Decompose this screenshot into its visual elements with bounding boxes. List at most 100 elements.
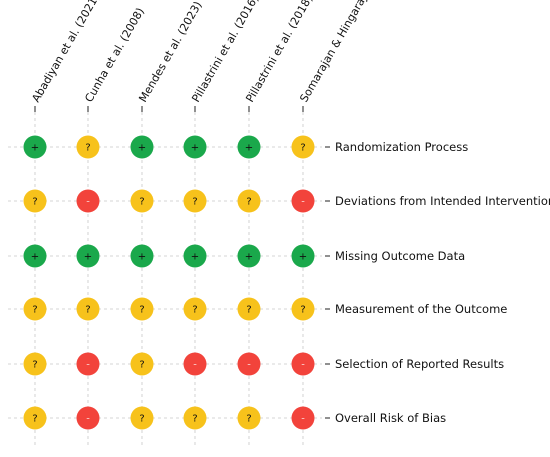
judgement-symbol: ? — [85, 143, 90, 154]
judgement-symbol: ? — [246, 197, 251, 208]
judgement-circle — [291, 135, 315, 159]
judgement-symbol: ? — [32, 414, 37, 425]
judgement-cell: + — [237, 244, 261, 268]
judgement-symbol: - — [86, 197, 90, 208]
judgement-circle — [183, 297, 207, 321]
domain-label: Randomization Process — [335, 140, 468, 154]
judgement-circle — [130, 297, 154, 321]
judgement-symbol: ? — [246, 414, 251, 425]
judgement-symbol: ? — [32, 197, 37, 208]
judgement-cell: + — [183, 135, 207, 159]
domain-label: Measurement of the Outcome — [335, 302, 507, 316]
judgement-circle — [130, 135, 154, 159]
judgement-circle — [23, 189, 47, 213]
judgement-symbol: - — [86, 360, 90, 371]
judgement-cell: ? — [183, 297, 207, 321]
judgement-cell: - — [183, 352, 207, 376]
domain-label: Overall Risk of Bias — [335, 411, 446, 425]
judgement-circle — [130, 352, 154, 376]
judgement-circle — [291, 352, 315, 376]
judgement-circle — [237, 297, 261, 321]
judgement-cell: ? — [130, 297, 154, 321]
judgement-circle — [183, 352, 207, 376]
judgement-symbol: - — [193, 360, 197, 371]
judgement-circle — [76, 135, 100, 159]
judgement-cell: ? — [130, 352, 154, 376]
judgement-cell: ? — [183, 406, 207, 430]
judgement-circle — [23, 244, 47, 268]
judgement-circle — [23, 297, 47, 321]
domain-label: Missing Outcome Data — [335, 249, 465, 263]
judgement-symbol: ? — [300, 143, 305, 154]
judgement-symbol: - — [301, 414, 305, 425]
judgement-circle — [76, 244, 100, 268]
judgement-circle — [130, 244, 154, 268]
judgement-cell: ? — [76, 297, 100, 321]
judgement-cell: ? — [291, 297, 315, 321]
judgement-symbol: - — [86, 414, 90, 425]
judgement-circle — [237, 189, 261, 213]
domain-label: Selection of Reported Results — [335, 357, 504, 371]
judgement-cell: + — [130, 135, 154, 159]
judgement-cell: ? — [237, 297, 261, 321]
grid-lines — [8, 112, 322, 448]
judgement-symbol: + — [31, 143, 39, 154]
judgement-symbol: ? — [139, 414, 144, 425]
judgement-circle — [183, 244, 207, 268]
judgement-symbol: + — [138, 252, 146, 263]
judgement-cell: - — [291, 352, 315, 376]
judgement-cell: ? — [23, 406, 47, 430]
judgement-symbol: - — [247, 360, 251, 371]
judgement-cell: + — [76, 244, 100, 268]
judgement-cell: - — [291, 189, 315, 213]
judgement-symbol: ? — [192, 197, 197, 208]
judgement-cell: ? — [237, 189, 261, 213]
judgement-circle — [23, 406, 47, 430]
judgement-cell: ? — [183, 189, 207, 213]
judgement-cell: + — [23, 135, 47, 159]
judgement-symbol: ? — [192, 414, 197, 425]
judgement-symbol: + — [191, 252, 199, 263]
judgement-cell: ? — [130, 189, 154, 213]
judgement-circle — [291, 189, 315, 213]
judgement-cell: + — [291, 244, 315, 268]
judgement-symbol: ? — [139, 305, 144, 316]
judgement-circle — [237, 244, 261, 268]
domain-labels: Randomization Process Deviations from Int… — [335, 140, 550, 425]
judgement-symbol: - — [301, 197, 305, 208]
judgement-circle — [237, 406, 261, 430]
judgement-cell: + — [183, 244, 207, 268]
judgement-cell: ? — [291, 135, 315, 159]
judgement-cell: ? — [23, 352, 47, 376]
domain-label: Deviations from Intended Interventions — [335, 194, 550, 208]
judgement-cell: - — [291, 406, 315, 430]
judgement-cell: - — [76, 406, 100, 430]
judgement-symbol: + — [299, 252, 307, 263]
judgement-cell: ? — [76, 135, 100, 159]
judgement-cell: - — [76, 352, 100, 376]
judgement-symbol: + — [138, 143, 146, 154]
study-label: Cunha et al. (2008) — [82, 6, 147, 105]
judgement-circle — [130, 189, 154, 213]
judgement-symbol: ? — [246, 305, 251, 316]
judgement-symbol: ? — [32, 360, 37, 371]
judgement-cell: ? — [130, 406, 154, 430]
judgement-circle — [237, 352, 261, 376]
judgement-circle — [76, 406, 100, 430]
judgement-circle — [183, 189, 207, 213]
judgement-cell: + — [237, 135, 261, 159]
judgement-cell: ? — [23, 189, 47, 213]
study-label: Somarajan & Hingarajia (2021) — [297, 0, 394, 105]
judgement-symbol: ? — [85, 305, 90, 316]
judgement-cell: - — [76, 189, 100, 213]
judgement-cell: ? — [23, 297, 47, 321]
judgement-cell: - — [237, 352, 261, 376]
judgement-circle — [291, 297, 315, 321]
judgement-cells: +? + + +?? -??? - + + + + + +??????? -? - - -? -??? - — [23, 135, 315, 430]
judgement-circle — [23, 352, 47, 376]
judgement-cell: + — [23, 244, 47, 268]
judgement-circle — [183, 406, 207, 430]
judgement-circle — [291, 406, 315, 430]
